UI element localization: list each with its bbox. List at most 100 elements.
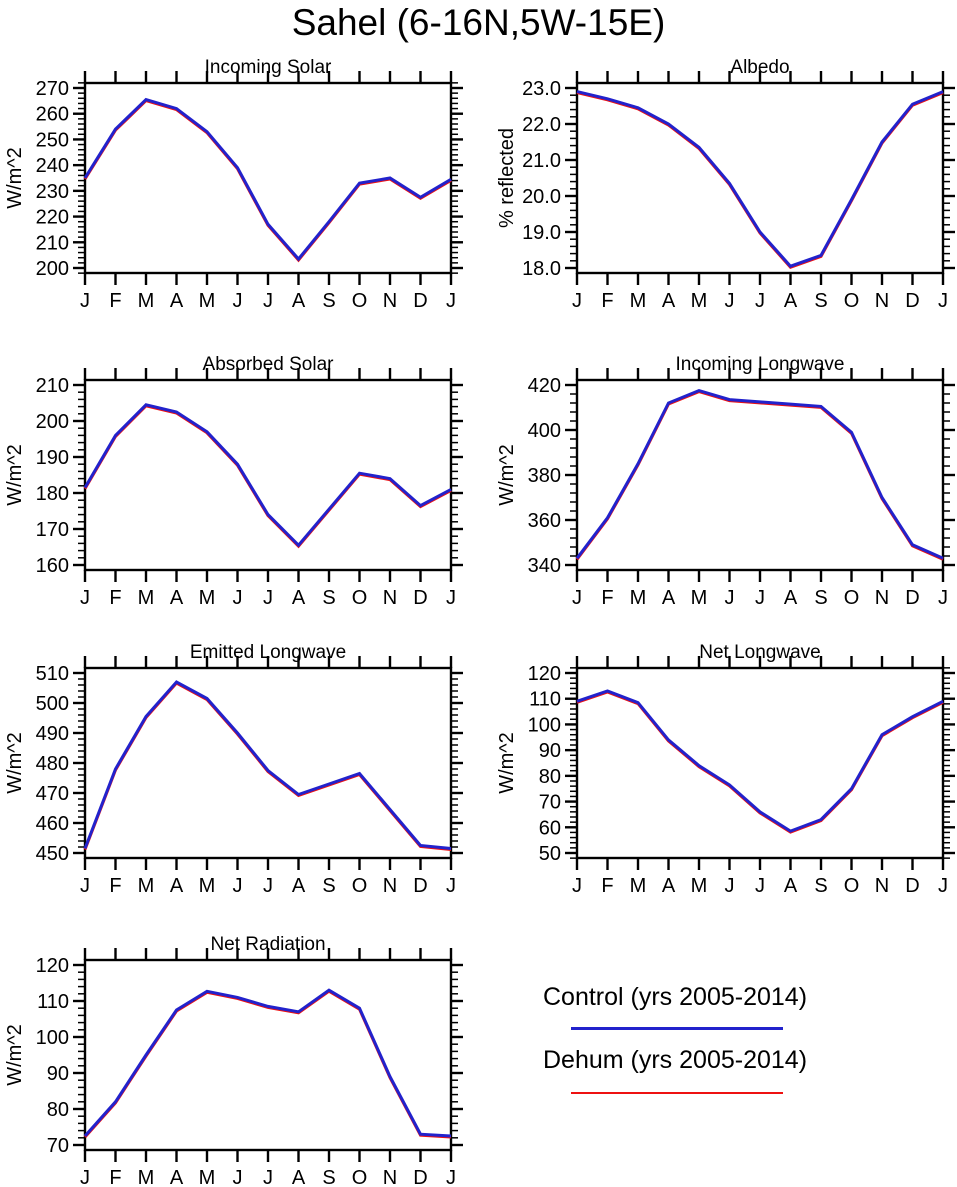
x-tick-label: M — [691, 290, 708, 312]
x-tick-label: S — [814, 875, 827, 897]
x-tick-label: A — [292, 587, 306, 609]
page-title: Sahel (6-16N,5W-15E) — [291, 2, 666, 43]
y-tick-label: 170 — [36, 519, 69, 541]
x-tick-label: A — [170, 290, 184, 312]
y-tick-label: 19.0 — [522, 222, 561, 244]
y-tick-label: 480 — [36, 753, 69, 775]
x-tick-label: S — [322, 1167, 335, 1187]
x-tick-label: O — [844, 875, 860, 897]
series-line-control — [83, 403, 452, 548]
legend-swatch-control-line — [571, 1027, 783, 1030]
x-tick-label: D — [905, 875, 919, 897]
series-line-control — [83, 97, 452, 262]
chart-title: Net Radiation — [210, 934, 325, 955]
y-tick-label: 120 — [528, 663, 561, 685]
y-tick-label: 50 — [539, 843, 561, 865]
x-tick-label: J — [80, 587, 90, 609]
y-tick-label: 160 — [36, 555, 69, 577]
series-line-control — [83, 988, 452, 1138]
y-axis-ticks: 70 80 90 100 110 120 — [36, 955, 463, 1157]
x-tick-label: J — [233, 587, 243, 609]
x-tick-label: S — [322, 587, 335, 609]
x-tick-label: O — [352, 1167, 368, 1187]
x-tick-label: D — [413, 290, 427, 312]
x-tick-label: M — [199, 587, 216, 609]
plot-frame — [83, 378, 453, 572]
y-tick-label: 100 — [528, 714, 561, 736]
x-tick-label: J — [80, 290, 90, 312]
x-tick-label: M — [630, 587, 647, 609]
x-tick-label: M — [138, 1167, 155, 1187]
x-tick-label: M — [199, 290, 216, 312]
x-tick-label: A — [292, 1167, 306, 1187]
plot-frame — [83, 81, 453, 275]
y-axis-label: W/m^2 — [4, 444, 26, 506]
y-tick-label: 70 — [539, 792, 561, 814]
y-axis-label: W/m^2 — [4, 147, 26, 209]
x-tick-label: D — [413, 587, 427, 609]
x-tick-label: F — [601, 587, 613, 609]
x-tick-label: J — [572, 875, 582, 897]
x-tick-label: F — [601, 875, 613, 897]
x-tick-label: D — [413, 1167, 427, 1187]
x-tick-label: J — [233, 1167, 243, 1187]
chart-net-radiation: Net Radiation W/m^2 J F M A M J J A S O N D J 70 80 90 100… — [0, 930, 465, 1187]
y-tick-label: 80 — [47, 1099, 69, 1121]
x-tick-label: J — [725, 587, 735, 609]
y-tick-label: 23.0 — [522, 78, 561, 100]
x-tick-label: J — [80, 1167, 90, 1187]
x-tick-label: A — [292, 875, 306, 897]
y-tick-label: 270 — [36, 78, 69, 100]
x-tick-label: N — [383, 875, 397, 897]
y-tick-label: 200 — [36, 411, 69, 433]
x-tick-label: J — [80, 875, 90, 897]
y-tick-label: 210 — [36, 375, 69, 397]
y-tick-label: 380 — [528, 465, 561, 487]
series-line-dehum — [576, 91, 944, 269]
x-tick-label: A — [662, 290, 676, 312]
x-tick-label: J — [263, 587, 273, 609]
x-tick-label: M — [199, 1167, 216, 1187]
y-tick-label: 90 — [539, 740, 561, 762]
x-tick-label: M — [138, 875, 155, 897]
x-tick-label: M — [138, 290, 155, 312]
x-tick-label: M — [630, 290, 647, 312]
x-tick-label: S — [814, 290, 827, 312]
series-line-control — [575, 389, 944, 560]
x-tick-label: J — [938, 587, 948, 609]
y-tick-label: 400 — [528, 420, 561, 442]
x-tick-label: D — [413, 875, 427, 897]
x-tick-label: J — [233, 290, 243, 312]
y-tick-label: 110 — [529, 689, 561, 711]
x-tick-label: A — [784, 875, 798, 897]
y-tick-label: 450 — [36, 843, 69, 865]
y-tick-label: 470 — [36, 783, 69, 805]
plot-frame — [575, 81, 945, 275]
x-tick-label: M — [199, 875, 216, 897]
plot-frame — [83, 958, 453, 1152]
chart-title: Absorbed Solar — [203, 354, 335, 375]
chart-emitted-longwave: Emitted Longwave W/m^2 J F M A M J J A S O N D J 450 460… — [0, 638, 465, 900]
legend: Control (yrs 2005-2014) Dehum (yrs 2005-… — [543, 973, 913, 1123]
legend-label-dehum: Dehum (yrs 2005-2014) — [543, 1046, 808, 1074]
x-tick-label: F — [109, 875, 121, 897]
legend-swatch-dehum-line — [571, 1092, 783, 1094]
y-tick-label: 360 — [528, 510, 561, 532]
y-tick-label: 250 — [36, 129, 69, 151]
series-line-control — [83, 680, 452, 850]
x-tick-label: M — [691, 587, 708, 609]
x-tick-label: F — [109, 290, 121, 312]
x-tick-label: S — [322, 875, 335, 897]
x-tick-label: D — [905, 290, 919, 312]
x-tick-label: J — [446, 875, 456, 897]
x-tick-label: J — [233, 875, 243, 897]
x-tick-label: J — [938, 290, 948, 312]
y-tick-label: 70 — [47, 1135, 69, 1157]
x-tick-label: A — [784, 587, 798, 609]
